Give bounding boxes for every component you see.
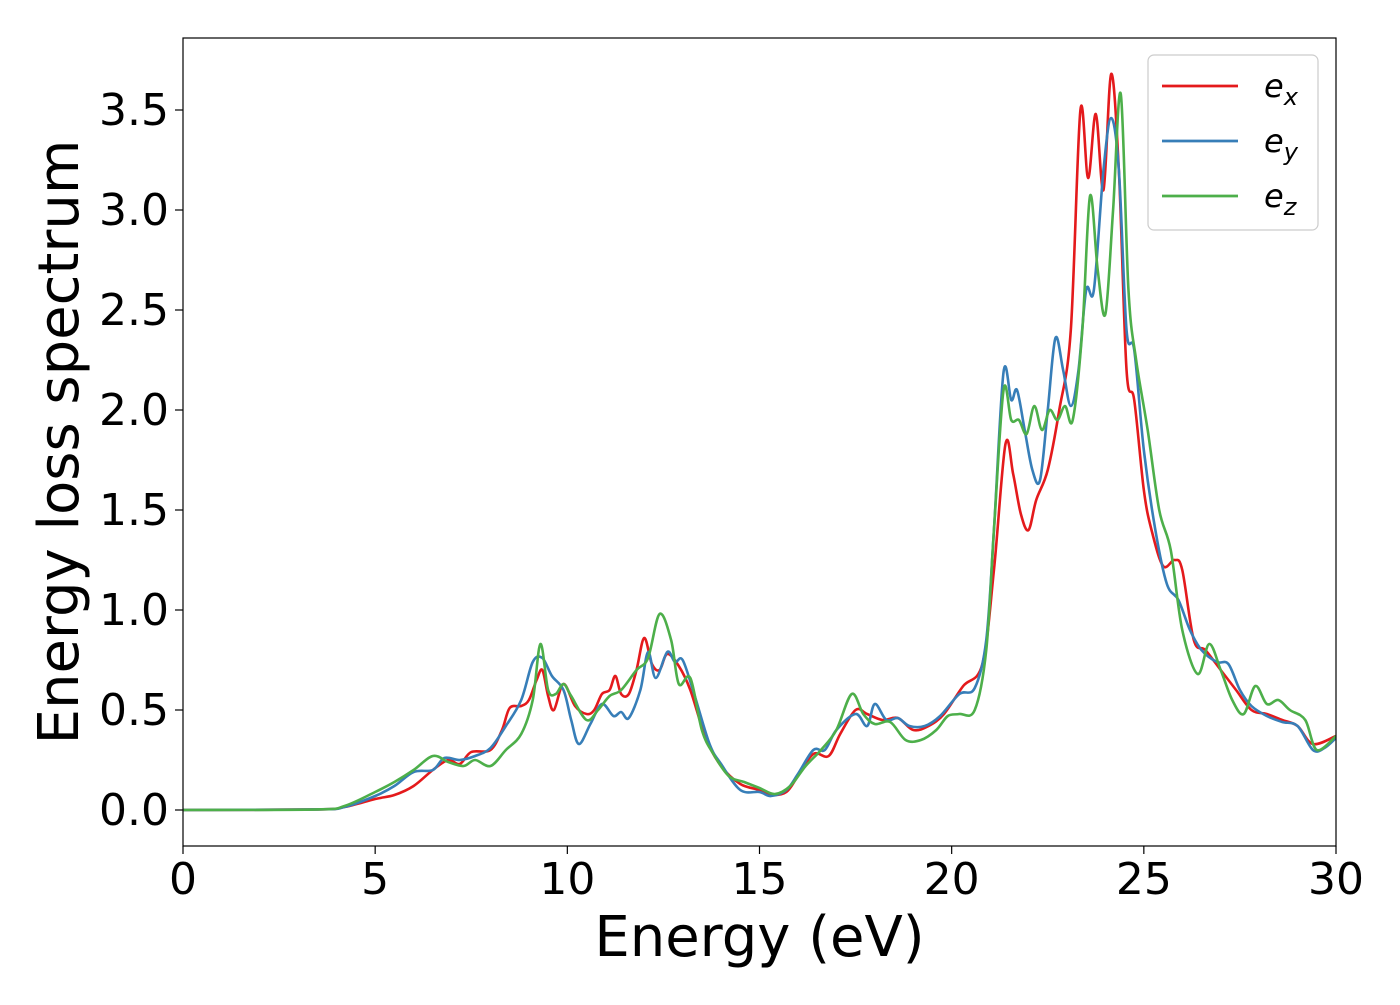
legend-entry: ey — [1162, 122, 1299, 166]
legend-label: ez — [1264, 177, 1298, 221]
y-tick-label: 0.0 — [99, 785, 169, 836]
legend-label: ex — [1264, 67, 1299, 111]
series-line-e-z — [183, 91, 1336, 812]
x-tick-label: 5 — [361, 854, 389, 905]
series-line-e-x — [183, 72, 1336, 812]
x-tick-label: 20 — [924, 854, 980, 905]
y-axis-ticks: 0.0 0.5 1.0 1.5 2.0 2.5 3.0 3.5 — [99, 85, 183, 836]
y-tick-label: 1.0 — [99, 585, 169, 636]
x-axis-title: Energy (eV) — [594, 905, 924, 970]
y-tick-label: 1.5 — [99, 485, 169, 536]
legend: ex ey ez — [1147, 54, 1319, 231]
y-tick-label: 3.5 — [99, 85, 169, 136]
legend-box — [1147, 54, 1319, 231]
series-line-e-y — [183, 116, 1336, 812]
y-tick-label: 2.0 — [99, 385, 169, 436]
legend-label: ey — [1264, 122, 1299, 166]
x-tick-label: 10 — [539, 854, 595, 905]
legend-entry: ex — [1162, 67, 1299, 111]
legend-entry: ez — [1162, 177, 1298, 221]
x-tick-label: 0 — [169, 854, 197, 905]
y-tick-label: 3.0 — [99, 185, 169, 236]
x-tick-label: 30 — [1308, 854, 1364, 905]
x-axis-ticks: 0 5 10 15 20 25 30 — [169, 846, 1364, 905]
series-layer — [183, 72, 1336, 812]
x-tick-label: 15 — [732, 854, 788, 905]
y-tick-label: 2.5 — [99, 285, 169, 336]
y-axis-title: Energy loss spectrum — [27, 140, 92, 745]
x-tick-label: 25 — [1116, 854, 1172, 905]
y-tick-label: 0.5 — [99, 685, 169, 736]
